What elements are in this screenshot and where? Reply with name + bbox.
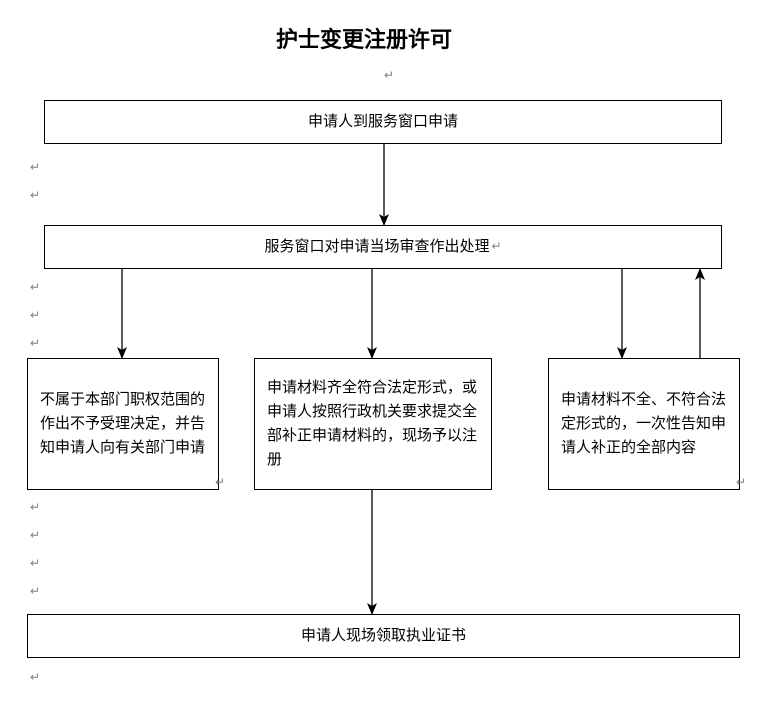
para-mark: ↵ [30, 584, 40, 599]
para-mark: ↵ [30, 528, 40, 543]
para-mark: ↵ [30, 336, 40, 351]
para-mark: ↵ [30, 160, 40, 175]
node-review-label: 服务窗口对申请当场审查作出处理 [264, 235, 489, 259]
node-reject: 不属于本部门职权范围的作出不予受理决定，并告知申请人向有关部门申请 [27, 358, 219, 490]
para-mark: ↵ [30, 556, 40, 571]
node-supplement: 申请材料不全、不符合法定形式的，一次性告知申请人补正的全部内容 [548, 358, 740, 490]
para-mark: ↵ [30, 670, 40, 685]
para-mark: ↵ [30, 500, 40, 515]
para-mark: ↵ [736, 475, 746, 490]
node-register: 申请材料齐全符合法定形式，或申请人按照行政机关要求提交全部补正申请材料的，现场予… [254, 358, 492, 490]
para-mark: ↵ [30, 308, 40, 323]
node-register-label: 申请材料齐全符合法定形式，或申请人按照行政机关要求提交全部补正申请材料的，现场予… [267, 376, 479, 472]
node-apply: 申请人到服务窗口申请 [44, 100, 722, 144]
node-apply-label: 申请人到服务窗口申请 [308, 110, 458, 134]
page-title: 护士变更注册许可 [276, 22, 452, 54]
node-certificate: 申请人现场领取执业证书 [27, 614, 740, 658]
node-reject-label: 不属于本部门职权范围的作出不予受理决定，并告知申请人向有关部门申请 [40, 388, 206, 460]
para-mark: ↵ [30, 188, 40, 203]
node-supplement-label: 申请材料不全、不符合法定形式的，一次性告知申请人补正的全部内容 [561, 388, 727, 460]
node-review: 服务窗口对申请当场审查作出处理↵ [44, 225, 722, 269]
node-certificate-label: 申请人现场领取执业证书 [301, 624, 466, 648]
para-mark-inline: ↵ [491, 237, 501, 256]
para-mark: ↵ [30, 280, 40, 295]
para-mark: ↵ [384, 68, 394, 83]
para-mark: ↵ [215, 475, 225, 490]
